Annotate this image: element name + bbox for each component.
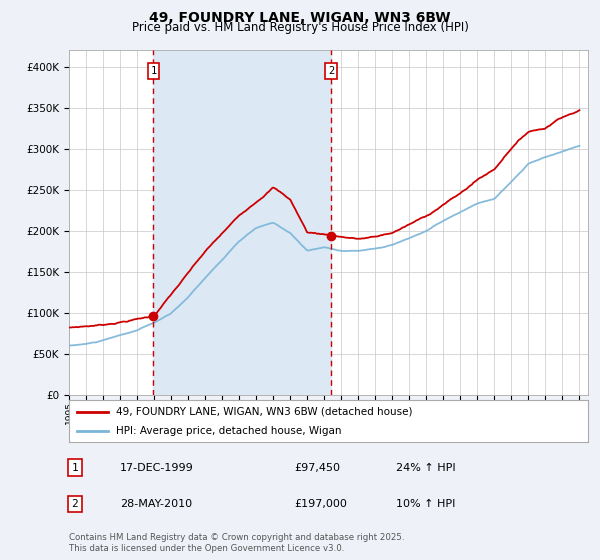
Text: 49, FOUNDRY LANE, WIGAN, WN3 6BW: 49, FOUNDRY LANE, WIGAN, WN3 6BW (149, 11, 451, 25)
Text: Price paid vs. HM Land Registry's House Price Index (HPI): Price paid vs. HM Land Registry's House … (131, 21, 469, 35)
Text: 1: 1 (150, 66, 157, 76)
Text: 10% ↑ HPI: 10% ↑ HPI (396, 499, 455, 509)
Text: HPI: Average price, detached house, Wigan: HPI: Average price, detached house, Wiga… (116, 426, 341, 436)
Text: 1: 1 (71, 463, 79, 473)
Text: 24% ↑ HPI: 24% ↑ HPI (396, 463, 455, 473)
Text: 28-MAY-2010: 28-MAY-2010 (120, 499, 192, 509)
Bar (154, 50, 331, 395)
Text: 2: 2 (328, 66, 334, 76)
Text: 17-DEC-1999: 17-DEC-1999 (120, 463, 194, 473)
Text: Contains HM Land Registry data © Crown copyright and database right 2025.
This d: Contains HM Land Registry data © Crown c… (69, 534, 404, 553)
Text: £197,000: £197,000 (294, 499, 347, 509)
Text: 49, FOUNDRY LANE, WIGAN, WN3 6BW (detached house): 49, FOUNDRY LANE, WIGAN, WN3 6BW (detach… (116, 407, 412, 417)
Text: 2: 2 (71, 499, 79, 509)
Text: £97,450: £97,450 (294, 463, 340, 473)
